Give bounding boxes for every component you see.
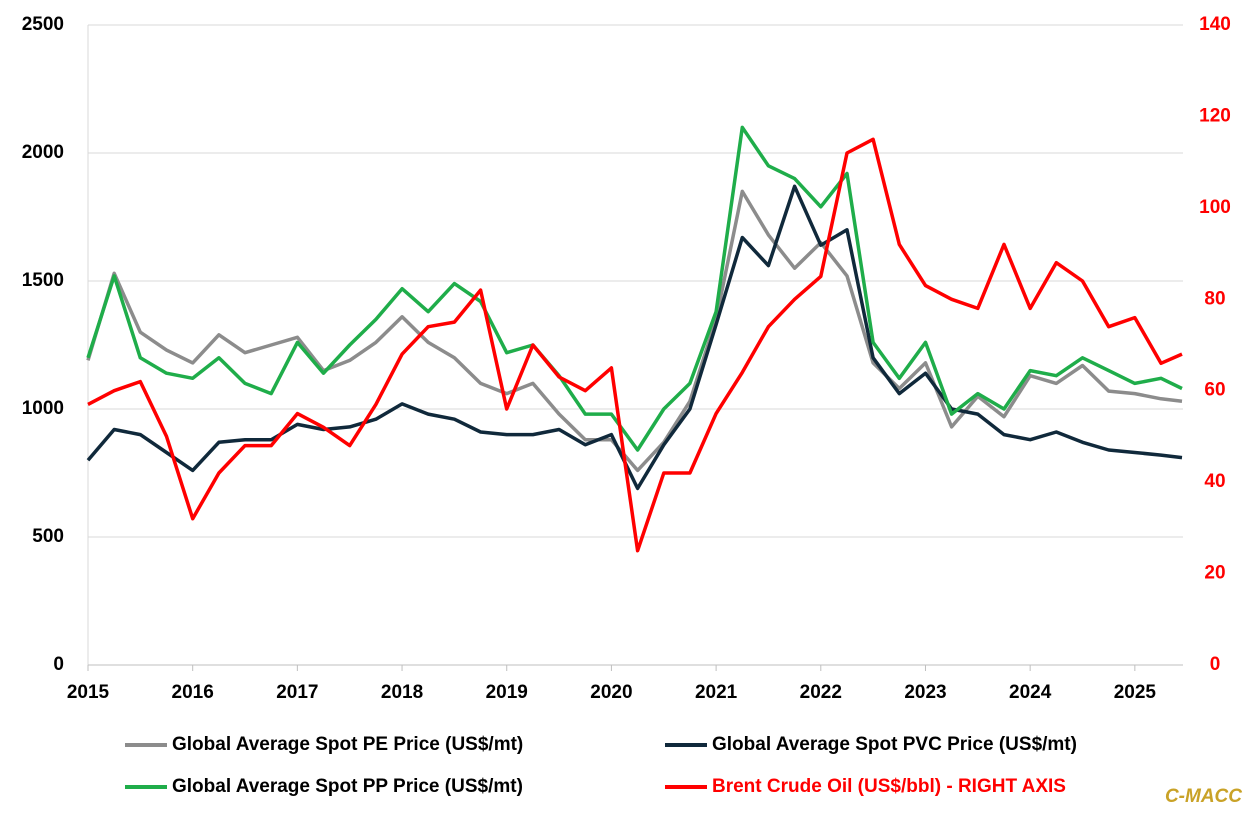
y-tick-label: 0 — [53, 654, 64, 675]
series-line — [86, 184, 1183, 491]
x-tick-label: 2017 — [276, 682, 318, 703]
x-tick-label: 2020 — [590, 682, 632, 703]
watermark: C-MACC — [1165, 786, 1242, 807]
y2-tick-label: 80 — [1204, 288, 1225, 309]
y2-tick-label: 100 — [1199, 197, 1231, 218]
y-tick-label: 1000 — [22, 398, 64, 419]
y2-tick-label: 20 — [1204, 563, 1225, 584]
x-tick-label: 2024 — [1009, 682, 1052, 703]
x-tick-label: 2023 — [904, 682, 946, 703]
y-tick-label: 2500 — [22, 14, 64, 35]
y2-tick-label: 60 — [1204, 380, 1225, 401]
series-line — [86, 125, 1183, 452]
legend-label: Global Average Spot PP Price (US$/mt) — [172, 776, 523, 797]
y2-tick-label: 40 — [1204, 471, 1225, 492]
legend-label: Global Average Spot PE Price (US$/mt) — [172, 734, 523, 755]
y-tick-label: 1500 — [22, 270, 64, 291]
legend-label: Global Average Spot PVC Price (US$/mt) — [712, 734, 1077, 755]
x-tick-label: 2015 — [67, 682, 110, 703]
x-tick-label: 2021 — [695, 682, 738, 703]
x-tick-label: 2025 — [1114, 682, 1157, 703]
x-tick-label: 2016 — [172, 682, 214, 703]
x-tick-label: 2018 — [381, 682, 423, 703]
y2-tick-label: 140 — [1199, 14, 1231, 35]
x-tick-label: 2022 — [800, 682, 842, 703]
y2-tick-label: 120 — [1199, 105, 1231, 126]
x-tick-label: 2019 — [486, 682, 528, 703]
y-tick-label: 2000 — [22, 142, 64, 163]
legend-label: Brent Crude Oil (US$/bbl) - RIGHT AXIS — [712, 776, 1066, 797]
series-line — [87, 137, 1183, 553]
y-tick-label: 500 — [32, 526, 64, 547]
series-line — [86, 189, 1183, 473]
y2-tick-label: 0 — [1210, 654, 1221, 675]
